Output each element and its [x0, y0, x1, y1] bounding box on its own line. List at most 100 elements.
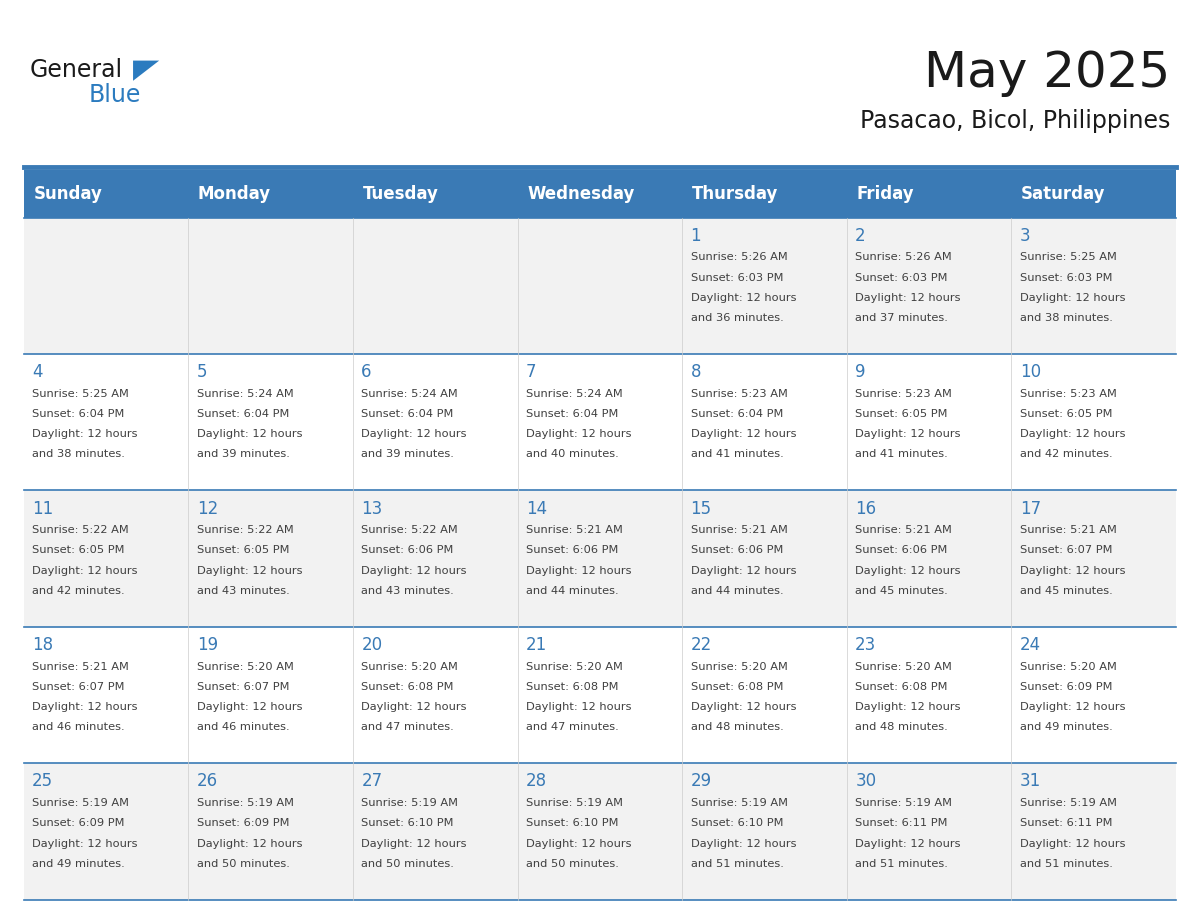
Text: Sunrise: 5:20 AM: Sunrise: 5:20 AM [855, 662, 952, 672]
Text: 18: 18 [32, 636, 53, 654]
Text: 1: 1 [690, 227, 701, 245]
Text: and 43 minutes.: and 43 minutes. [361, 586, 454, 596]
Text: 28: 28 [526, 772, 546, 790]
Text: Sunset: 6:05 PM: Sunset: 6:05 PM [197, 545, 289, 555]
Text: Daylight: 12 hours: Daylight: 12 hours [855, 565, 961, 576]
Text: and 45 minutes.: and 45 minutes. [1019, 586, 1113, 596]
Text: Sunset: 6:07 PM: Sunset: 6:07 PM [32, 682, 125, 692]
Text: Sunrise: 5:21 AM: Sunrise: 5:21 AM [526, 525, 623, 535]
Text: Daylight: 12 hours: Daylight: 12 hours [361, 430, 467, 439]
Text: Sunset: 6:03 PM: Sunset: 6:03 PM [855, 273, 948, 283]
Text: Sunset: 6:03 PM: Sunset: 6:03 PM [1019, 273, 1112, 283]
Text: Sunrise: 5:19 AM: Sunrise: 5:19 AM [526, 798, 623, 808]
Text: Daylight: 12 hours: Daylight: 12 hours [1019, 702, 1125, 712]
Text: Sunrise: 5:22 AM: Sunrise: 5:22 AM [197, 525, 293, 535]
Text: Sunset: 6:06 PM: Sunset: 6:06 PM [526, 545, 618, 555]
Text: Sunset: 6:04 PM: Sunset: 6:04 PM [32, 409, 125, 419]
Text: and 39 minutes.: and 39 minutes. [361, 450, 454, 459]
Text: Daylight: 12 hours: Daylight: 12 hours [690, 430, 796, 439]
Text: Daylight: 12 hours: Daylight: 12 hours [32, 838, 138, 848]
Text: Sunset: 6:06 PM: Sunset: 6:06 PM [855, 545, 948, 555]
Text: Sunset: 6:08 PM: Sunset: 6:08 PM [526, 682, 619, 692]
Text: Sunrise: 5:26 AM: Sunrise: 5:26 AM [855, 252, 952, 263]
Text: 16: 16 [855, 499, 877, 518]
Text: Sunrise: 5:24 AM: Sunrise: 5:24 AM [197, 389, 293, 398]
Text: Sunset: 6:04 PM: Sunset: 6:04 PM [690, 409, 783, 419]
Text: Sunset: 6:09 PM: Sunset: 6:09 PM [32, 818, 125, 828]
Text: Pasacao, Bicol, Philippines: Pasacao, Bicol, Philippines [860, 109, 1170, 133]
Text: Daylight: 12 hours: Daylight: 12 hours [361, 838, 467, 848]
Bar [24, 490, 1176, 627]
Text: Daylight: 12 hours: Daylight: 12 hours [361, 565, 467, 576]
Text: and 40 minutes.: and 40 minutes. [526, 450, 619, 459]
Text: Daylight: 12 hours: Daylight: 12 hours [1019, 838, 1125, 848]
Text: General: General [30, 58, 122, 82]
Text: Daylight: 12 hours: Daylight: 12 hours [690, 293, 796, 303]
Text: 15: 15 [690, 499, 712, 518]
Text: Sunrise: 5:22 AM: Sunrise: 5:22 AM [32, 525, 128, 535]
Text: Sunset: 6:10 PM: Sunset: 6:10 PM [361, 818, 454, 828]
Text: 13: 13 [361, 499, 383, 518]
Text: and 49 minutes.: and 49 minutes. [32, 858, 125, 868]
Text: Sunrise: 5:20 AM: Sunrise: 5:20 AM [197, 662, 293, 672]
Text: Friday: Friday [857, 185, 914, 203]
Text: 10: 10 [1019, 364, 1041, 381]
Text: Daylight: 12 hours: Daylight: 12 hours [855, 702, 961, 712]
Text: 21: 21 [526, 636, 548, 654]
Text: Sunrise: 5:21 AM: Sunrise: 5:21 AM [855, 525, 952, 535]
Text: Sunset: 6:08 PM: Sunset: 6:08 PM [855, 682, 948, 692]
Text: and 49 minutes.: and 49 minutes. [1019, 722, 1113, 733]
Text: Sunrise: 5:19 AM: Sunrise: 5:19 AM [361, 798, 459, 808]
Text: Daylight: 12 hours: Daylight: 12 hours [197, 430, 302, 439]
Text: Daylight: 12 hours: Daylight: 12 hours [1019, 565, 1125, 576]
Text: Tuesday: Tuesday [362, 185, 438, 203]
Bar [24, 218, 1176, 354]
Text: Sunrise: 5:20 AM: Sunrise: 5:20 AM [1019, 662, 1117, 672]
Text: Monday: Monday [198, 185, 271, 203]
Polygon shape [133, 61, 159, 81]
Text: 24: 24 [1019, 636, 1041, 654]
Text: Sunrise: 5:19 AM: Sunrise: 5:19 AM [32, 798, 129, 808]
Text: 29: 29 [690, 772, 712, 790]
Text: Saturday: Saturday [1020, 185, 1106, 203]
Text: 31: 31 [1019, 772, 1041, 790]
Text: Daylight: 12 hours: Daylight: 12 hours [855, 293, 961, 303]
Text: 6: 6 [361, 364, 372, 381]
Text: Sunrise: 5:19 AM: Sunrise: 5:19 AM [1019, 798, 1117, 808]
Text: Sunset: 6:04 PM: Sunset: 6:04 PM [526, 409, 618, 419]
Text: Daylight: 12 hours: Daylight: 12 hours [855, 838, 961, 848]
Text: Sunset: 6:04 PM: Sunset: 6:04 PM [197, 409, 289, 419]
Text: and 38 minutes.: and 38 minutes. [1019, 313, 1113, 323]
Bar [24, 170, 1176, 218]
Text: and 48 minutes.: and 48 minutes. [855, 722, 948, 733]
Text: and 50 minutes.: and 50 minutes. [361, 858, 454, 868]
Text: Sunset: 6:08 PM: Sunset: 6:08 PM [361, 682, 454, 692]
Text: Sunset: 6:09 PM: Sunset: 6:09 PM [197, 818, 289, 828]
Text: Daylight: 12 hours: Daylight: 12 hours [526, 430, 632, 439]
Bar [24, 763, 1176, 900]
Text: Daylight: 12 hours: Daylight: 12 hours [855, 430, 961, 439]
Text: and 42 minutes.: and 42 minutes. [32, 586, 125, 596]
Text: Daylight: 12 hours: Daylight: 12 hours [32, 565, 138, 576]
Text: and 41 minutes.: and 41 minutes. [690, 450, 783, 459]
Text: and 36 minutes.: and 36 minutes. [690, 313, 783, 323]
Text: Sunrise: 5:20 AM: Sunrise: 5:20 AM [690, 662, 788, 672]
Text: Sunrise: 5:23 AM: Sunrise: 5:23 AM [1019, 389, 1117, 398]
Text: Daylight: 12 hours: Daylight: 12 hours [197, 702, 302, 712]
Text: 12: 12 [197, 499, 217, 518]
Text: 3: 3 [1019, 227, 1030, 245]
Text: Sunset: 6:05 PM: Sunset: 6:05 PM [1019, 409, 1112, 419]
Text: and 43 minutes.: and 43 minutes. [197, 586, 290, 596]
Text: Daylight: 12 hours: Daylight: 12 hours [526, 702, 632, 712]
Text: Sunset: 6:07 PM: Sunset: 6:07 PM [1019, 545, 1112, 555]
Text: and 47 minutes.: and 47 minutes. [526, 722, 619, 733]
Text: and 51 minutes.: and 51 minutes. [1019, 858, 1113, 868]
Text: Daylight: 12 hours: Daylight: 12 hours [526, 565, 632, 576]
Text: Daylight: 12 hours: Daylight: 12 hours [197, 565, 302, 576]
Text: Sunset: 6:04 PM: Sunset: 6:04 PM [361, 409, 454, 419]
Text: Sunrise: 5:26 AM: Sunrise: 5:26 AM [690, 252, 788, 263]
Text: Sunrise: 5:24 AM: Sunrise: 5:24 AM [526, 389, 623, 398]
Text: Sunset: 6:07 PM: Sunset: 6:07 PM [197, 682, 289, 692]
Text: 25: 25 [32, 772, 53, 790]
Text: Sunset: 6:05 PM: Sunset: 6:05 PM [855, 409, 948, 419]
